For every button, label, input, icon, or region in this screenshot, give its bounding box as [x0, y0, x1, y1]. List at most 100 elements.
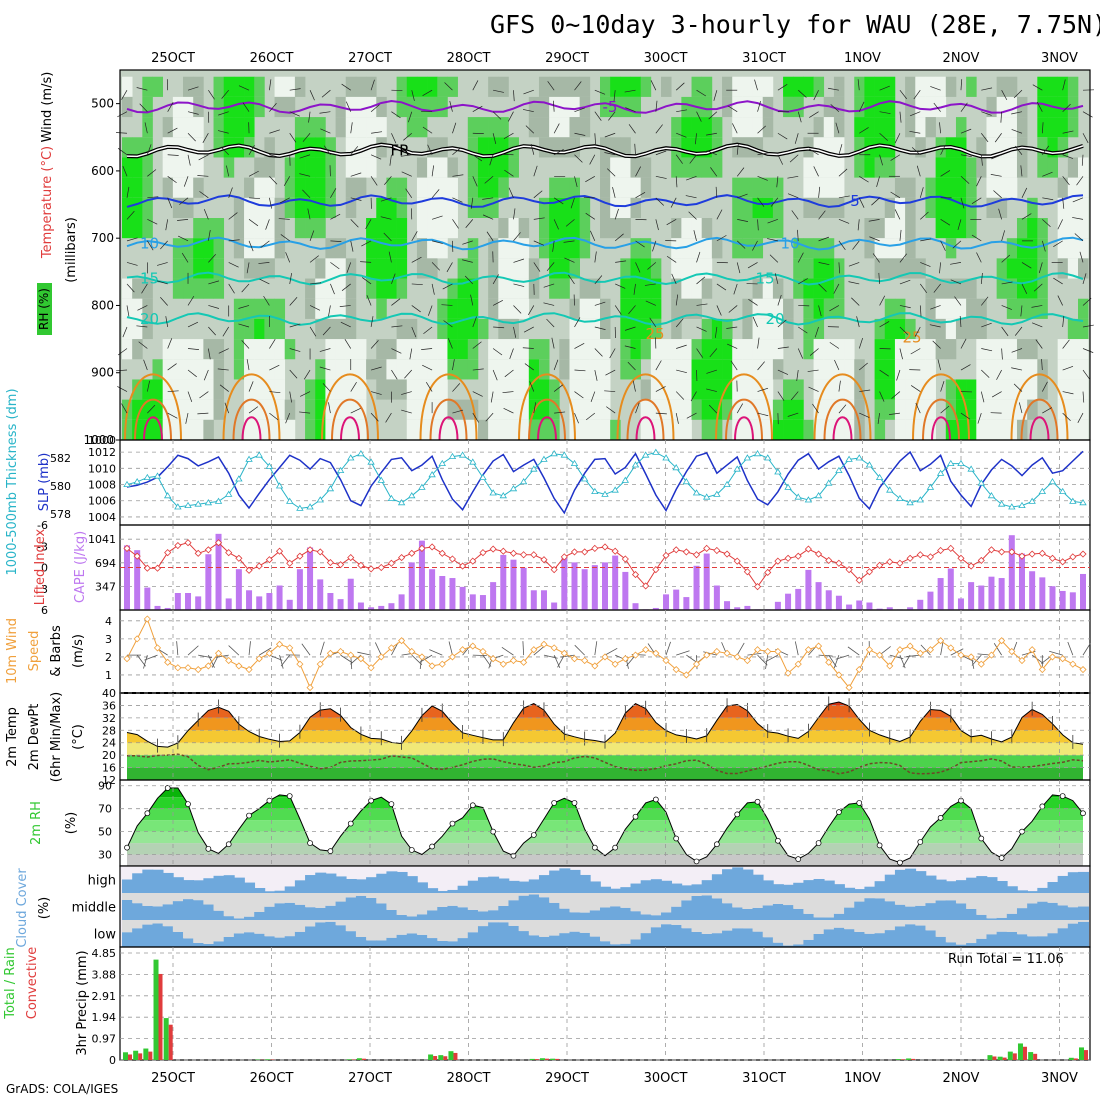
cloud-gap: [823, 920, 835, 930]
rh-cell: [508, 157, 519, 178]
wind-barb: [1082, 391, 1085, 403]
cloud-gap: [650, 893, 662, 916]
cloud-gap: [1027, 893, 1039, 904]
rh-cell: [600, 359, 611, 380]
rh-cell: [1027, 359, 1038, 380]
rh-cell: [996, 197, 1008, 218]
wind-barb: [328, 305, 331, 317]
rh-cell: [193, 218, 204, 239]
wind-barb: [1031, 305, 1043, 308]
rh-point: [266, 797, 273, 804]
rh-cell: [620, 137, 631, 158]
cloud-gap: [1027, 920, 1039, 937]
cloud-bar: [549, 902, 561, 920]
wind-barb: [1053, 277, 1063, 285]
wind-barb: [249, 197, 261, 199]
wind-barb: [533, 240, 544, 246]
wind-barb: [655, 124, 663, 134]
rh-cell: [488, 399, 499, 420]
rh-cell: [671, 379, 682, 400]
rh-cell: [640, 76, 652, 97]
rh-cell: [254, 318, 265, 340]
wind-barb: [879, 132, 889, 141]
rh-cell: [488, 278, 499, 299]
wind-barb: [647, 262, 657, 270]
slp-frame: [119, 439, 1091, 526]
li-point: [957, 554, 965, 562]
wind-barb: [676, 369, 687, 374]
li-point: [509, 549, 518, 557]
cloud-gap: [905, 893, 917, 907]
rh-cell: [589, 318, 601, 340]
rh-cell: [915, 379, 926, 400]
rh-cell: [152, 419, 164, 440]
cloud-bar: [335, 901, 347, 920]
rh-cell: [630, 76, 642, 97]
wind-barb: [269, 654, 283, 661]
rh-cell: [488, 419, 499, 440]
wind-barb: [574, 107, 585, 113]
rh-cell: [833, 157, 845, 178]
cloud-bar: [386, 909, 398, 920]
wind-barb: [838, 195, 850, 199]
rh-cell: [437, 318, 448, 340]
wind-barb: [187, 295, 195, 306]
tick-label: 30OCT: [644, 51, 688, 66]
wind-barb: [340, 654, 353, 664]
rh-cell: [274, 76, 286, 97]
rh-cell: [620, 76, 631, 97]
wind-speed-point: [733, 653, 741, 661]
cloud-gap: [701, 893, 713, 896]
wind-barb: [899, 348, 903, 360]
rh-cell: [538, 218, 550, 239]
cloud-bar: [1037, 901, 1049, 920]
precip-convective-bar: [992, 1056, 997, 1060]
cloud-bar: [142, 924, 154, 947]
rh-cell: [447, 419, 458, 440]
wind-barb: [838, 168, 848, 177]
rh-cell: [498, 137, 509, 158]
tick-label: 0.97: [92, 1033, 117, 1046]
wind-barb: [452, 359, 455, 371]
rh-cell: [976, 298, 987, 319]
precip-convective-bar: [158, 973, 163, 1060]
thickness-point: [560, 451, 569, 458]
rh-cell: [752, 379, 764, 400]
rh-cell: [396, 258, 408, 279]
wind-barb: [1081, 154, 1084, 166]
rh-cell: [244, 117, 255, 138]
wind-barb: [208, 253, 216, 263]
rh-cell: [345, 298, 357, 319]
rh-cell: [701, 419, 713, 440]
rh-cell: [1027, 339, 1038, 360]
tick-label: 28OCT: [447, 1071, 491, 1086]
wind-barb: [1082, 324, 1094, 328]
cloud-bar: [610, 906, 622, 920]
wind-barb: [1021, 187, 1028, 198]
cloud-gap: [762, 893, 774, 906]
rh-cell: [457, 278, 469, 299]
wind-barb: [919, 187, 924, 198]
rh-cell: [813, 117, 825, 138]
wind-barb: [289, 323, 301, 328]
wind-barb: [696, 348, 703, 358]
rh-cell: [691, 157, 703, 178]
wind-barb: [991, 391, 1002, 398]
wind-speed-point: [530, 646, 538, 654]
cloud-gap: [406, 920, 418, 934]
cloud-bar: [467, 880, 479, 893]
temp25-contour: [124, 373, 182, 441]
rh-cell: [620, 359, 631, 380]
precip-convective-bar: [433, 1056, 438, 1060]
li-point: [794, 552, 802, 560]
wind-barb: [1032, 84, 1043, 91]
rh2m-axis-label: (%): [64, 812, 79, 835]
wind-barb: [165, 316, 169, 328]
rh-cell: [508, 419, 519, 440]
wind-barb: [981, 111, 992, 116]
rh-cell: [874, 96, 886, 118]
wind-barb: [493, 326, 505, 329]
wind-barb: [728, 305, 738, 313]
cloud-bar: [345, 878, 357, 893]
rh-cell: [538, 359, 550, 380]
